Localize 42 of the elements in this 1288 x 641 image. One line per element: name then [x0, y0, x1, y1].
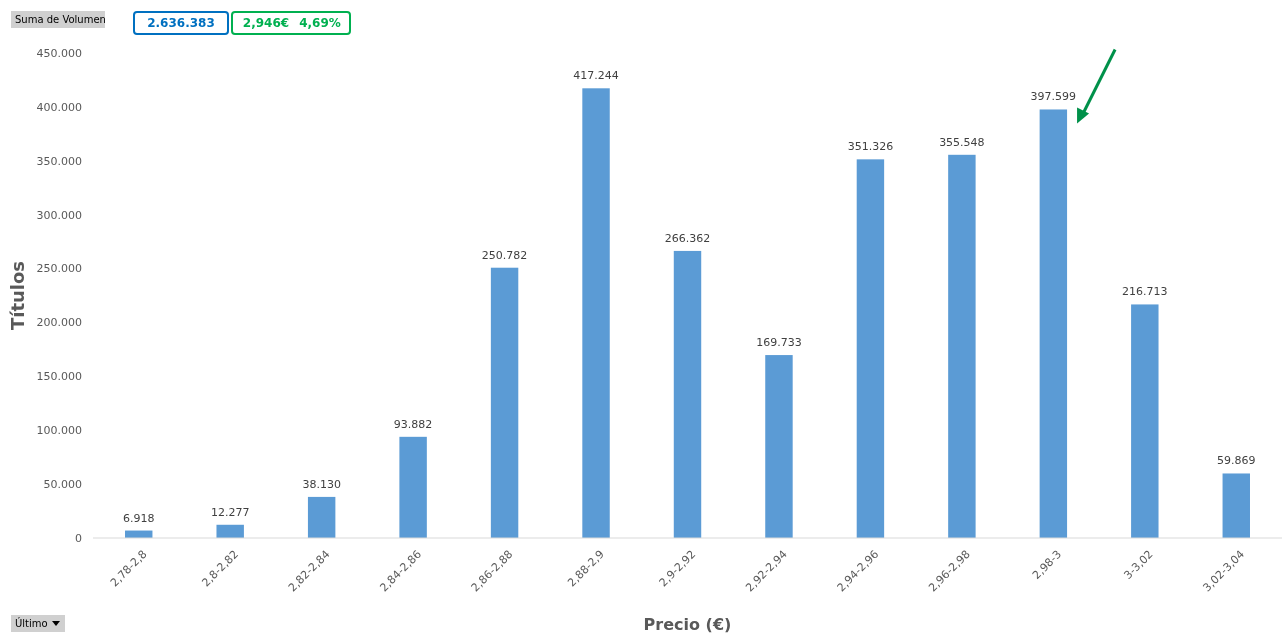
data-label: 351.326: [847, 140, 894, 154]
data-label: 397.599: [1030, 90, 1077, 104]
data-label: 250.782: [481, 248, 528, 262]
data-label: 417.244: [573, 69, 619, 83]
bar: [582, 88, 610, 538]
bar: [399, 436, 427, 538]
bar: [307, 496, 336, 538]
y-tick-label: 200.000: [36, 316, 82, 330]
bar: [1222, 473, 1250, 538]
y-tick-label: 450.000: [36, 46, 82, 60]
bar: [673, 250, 702, 538]
data-label: 12.277: [210, 505, 250, 519]
text: 2,946€: [242, 16, 290, 30]
bar: [948, 154, 976, 538]
bar: [1131, 304, 1159, 538]
text: 4,69%: [299, 16, 341, 30]
y-tick-label: 150.000: [36, 370, 82, 384]
data-label: 216.713: [1122, 285, 1168, 299]
data-label: 38.130: [302, 477, 341, 491]
data-label: 266.362: [664, 231, 711, 245]
y-tick-label: 350.000: [36, 154, 82, 168]
bar: [856, 159, 885, 538]
y-tick-label: 100.000: [36, 424, 82, 438]
data-label: 93.882: [393, 417, 433, 431]
data-label: 169.733: [756, 336, 802, 350]
bar: [216, 524, 244, 538]
y-tick-label: 0: [75, 531, 82, 545]
text: Suma de Volumen: [15, 14, 106, 25]
x-axis-title: Precio (€): [643, 615, 732, 634]
y-tick-label: 250.000: [36, 262, 82, 276]
bar: [765, 355, 793, 538]
text: 2.636.383: [147, 16, 215, 30]
data-label: 6.918: [122, 511, 155, 525]
y-axis-title: Títulos: [7, 260, 28, 331]
y-tick-label: 300.000: [36, 208, 82, 222]
text: Último: [15, 617, 48, 629]
bar: [1039, 109, 1068, 538]
data-label: 59.869: [1217, 454, 1256, 468]
data-label: 355.548: [939, 135, 985, 149]
y-tick-label: 50.000: [43, 477, 82, 491]
y-tick-label: 400.000: [36, 100, 82, 114]
bar: [490, 267, 519, 538]
